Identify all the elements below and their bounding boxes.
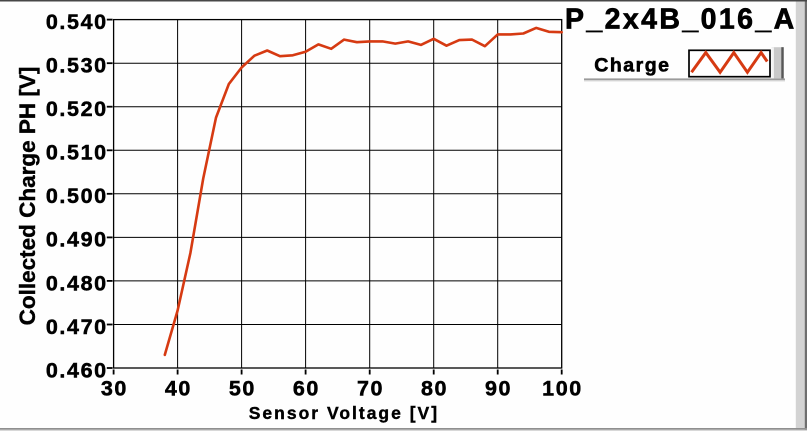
svg-text:60: 60 [293,377,320,401]
svg-text:0.520: 0.520 [46,97,108,121]
svg-text:0.490: 0.490 [46,228,108,252]
svg-text:P_2x4B_016_A: P_2x4B_016_A [565,4,797,36]
svg-text:0.480: 0.480 [46,271,108,295]
svg-text:Charge: Charge [594,54,670,76]
svg-text:0.460: 0.460 [46,358,108,382]
svg-text:90: 90 [485,377,512,401]
svg-text:50: 50 [229,377,256,401]
svg-text:Collected Charge PH [V]: Collected Charge PH [V] [15,67,40,326]
svg-text:0.470: 0.470 [46,315,108,339]
svg-text:30: 30 [101,377,128,401]
svg-text:Sensor Voltage [V]: Sensor Voltage [V] [249,403,439,423]
svg-text:0.540: 0.540 [46,10,108,34]
svg-text:80: 80 [421,377,448,401]
svg-text:40: 40 [165,377,192,401]
svg-text:100: 100 [542,377,583,401]
svg-text:70: 70 [357,377,384,401]
svg-text:0.510: 0.510 [46,141,108,165]
svg-text:0.530: 0.530 [46,54,108,78]
svg-text:0.500: 0.500 [46,184,108,208]
